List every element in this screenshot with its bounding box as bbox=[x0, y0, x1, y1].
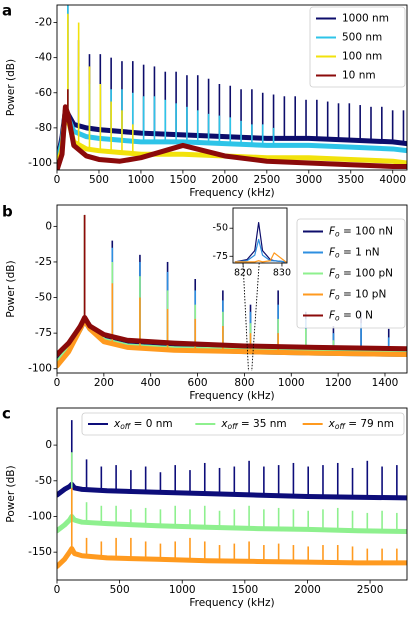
legend-label: 500 nm bbox=[342, 32, 382, 44]
x-tick-label: 0 bbox=[54, 377, 61, 389]
legend-label: 100 nm bbox=[342, 51, 382, 63]
y-tick-label: -20 bbox=[35, 17, 52, 29]
axes-frame bbox=[56, 204, 408, 374]
y-tick-label: -50 bbox=[212, 223, 228, 234]
inset-connector bbox=[242, 262, 249, 372]
x-tick-label: 500 bbox=[110, 584, 130, 596]
panel-label: c bbox=[2, 405, 11, 423]
y-tick-label: -50 bbox=[35, 292, 52, 304]
panel: -150 -100 -50 0 0 500 1000 1500 2000 2500 Frequenc… bbox=[2, 405, 408, 609]
legend-label: Fo = 100 nN bbox=[329, 226, 393, 239]
x-tick-label: 1500 bbox=[231, 584, 258, 596]
legend-label: Fo = 0 N bbox=[329, 310, 373, 323]
x-tick-label: 1000 bbox=[128, 174, 155, 186]
plot-area bbox=[57, 420, 407, 569]
spectrum bbox=[234, 252, 287, 263]
panel-label: a bbox=[2, 2, 12, 20]
x-tick-label: 0 bbox=[54, 174, 61, 186]
y-tick-label: -60 bbox=[35, 87, 52, 99]
panel: -100 -75 -50 -25 0 0 200 400 600 800 1000 1200 1400 F… bbox=[2, 203, 408, 402]
spectrum bbox=[57, 546, 407, 569]
legend-box bbox=[296, 218, 406, 329]
x-tick-label: 500 bbox=[89, 174, 109, 186]
inset: -50-75820830 bbox=[212, 207, 291, 279]
x-tick-label: 0 bbox=[54, 584, 61, 596]
spectrum bbox=[234, 238, 287, 263]
axes-frame bbox=[56, 407, 408, 581]
plot-area bbox=[57, 214, 407, 369]
plot-area bbox=[234, 221, 287, 263]
y-tick-label: 0 bbox=[45, 220, 52, 232]
legend-label: xoff = 35 nm bbox=[220, 418, 286, 431]
inset-connector bbox=[251, 262, 260, 372]
x-axis-label: Frequency (kHz) bbox=[189, 390, 274, 402]
legend-label: 10 nm bbox=[342, 70, 376, 82]
y-tick-label: 0 bbox=[45, 439, 52, 451]
x-tick-label: 600 bbox=[188, 377, 208, 389]
legend-label: xoff = 0 nm bbox=[113, 418, 173, 431]
y-tick-label: -80 bbox=[35, 122, 52, 134]
spectrum bbox=[57, 481, 407, 501]
x-tick-label: 800 bbox=[234, 377, 254, 389]
y-axis-label: Power (dB) bbox=[5, 260, 17, 317]
spectrum bbox=[57, 513, 407, 534]
axes-frame bbox=[56, 4, 408, 171]
x-tick-label: 3500 bbox=[337, 174, 364, 186]
x-tick-label: 200 bbox=[94, 377, 114, 389]
x-tick-label: 400 bbox=[141, 377, 161, 389]
x-axis-label: Frequency (kHz) bbox=[189, 597, 274, 609]
y-tick-label: -100 bbox=[28, 157, 52, 169]
legend-label: xoff = 79 nm bbox=[328, 418, 394, 431]
x-tick-label: 4000 bbox=[379, 174, 406, 186]
legend-label: Fo = 1 nN bbox=[329, 247, 380, 260]
panel: -100 -80 -60 -40 -20 0 500 1000 1500 2000 2500 3000… bbox=[2, 2, 408, 199]
x-tick-label: 1400 bbox=[372, 377, 399, 389]
x-tick-label: 830 bbox=[273, 268, 291, 279]
x-tick-label: 1200 bbox=[325, 377, 352, 389]
plot-area bbox=[57, 5, 407, 170]
legend-box bbox=[309, 6, 406, 88]
y-tick-label: -25 bbox=[35, 256, 52, 268]
legend-box bbox=[81, 412, 405, 436]
y-tick-label: -75 bbox=[35, 327, 52, 339]
y-axis-label: Power (dB) bbox=[5, 59, 17, 116]
x-tick-label: 2500 bbox=[253, 174, 280, 186]
x-tick-label: 1000 bbox=[169, 584, 196, 596]
panel-label: b bbox=[2, 203, 13, 221]
x-axis-label: Frequency (kHz) bbox=[189, 187, 274, 199]
legend-label: 1000 nm bbox=[342, 13, 389, 25]
x-tick-label: 2000 bbox=[211, 174, 238, 186]
x-tick-label: 3000 bbox=[295, 174, 322, 186]
x-tick-label: 1000 bbox=[278, 377, 305, 389]
y-tick-label: -40 bbox=[35, 52, 52, 64]
y-tick-label: -100 bbox=[28, 363, 52, 375]
y-tick-label: -150 bbox=[28, 546, 52, 558]
y-tick-label: -50 bbox=[35, 475, 52, 487]
spectrum bbox=[57, 104, 407, 170]
axes-frame bbox=[232, 207, 288, 264]
y-axis-label: Power (dB) bbox=[5, 465, 17, 522]
spectrum bbox=[57, 314, 407, 357]
legend-label: Fo = 100 pN bbox=[329, 268, 393, 281]
x-tick-label: 1500 bbox=[170, 174, 197, 186]
y-tick-label: -100 bbox=[28, 510, 52, 522]
x-tick-label: 2500 bbox=[357, 584, 384, 596]
y-tick-label: -75 bbox=[212, 251, 228, 262]
spectrum bbox=[57, 317, 407, 369]
x-tick-label: 2000 bbox=[294, 584, 321, 596]
legend-label: Fo = 10 pN bbox=[329, 289, 386, 302]
